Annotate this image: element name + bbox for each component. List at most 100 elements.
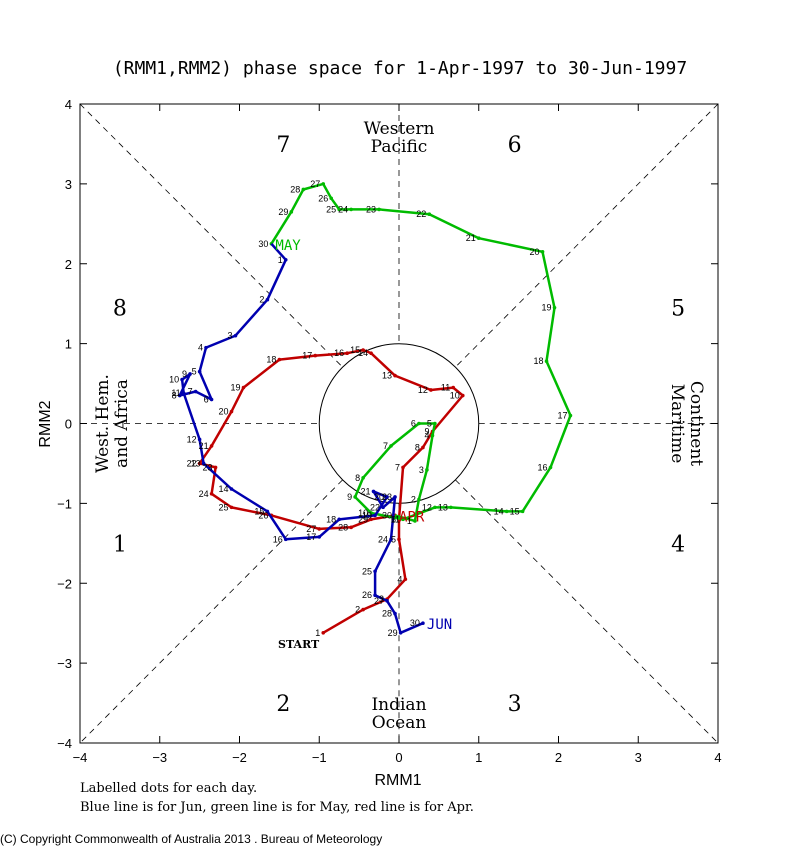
divider-line [455,103,719,368]
day-label: 10 [358,508,368,518]
day-dot [197,437,202,442]
day-label: 19 [541,303,551,313]
day-label: 26 [318,193,328,203]
day-dot [209,444,214,448]
day-dot [568,413,573,418]
day-label: 30 [382,510,392,520]
day-dot [425,468,429,472]
day-dot [451,385,456,390]
y-axis-label: RMM2 [37,400,54,447]
day-label: 23 [382,492,392,502]
day-label: 25 [362,566,372,576]
day-label: 15 [350,345,360,355]
day-label: 6 [204,395,209,405]
day-label: 13 [191,458,201,468]
day-label: 14 [358,348,368,358]
day-dot [393,495,397,499]
day-dot [393,611,397,616]
day-dot [313,353,318,358]
day-label: 3 [379,594,384,604]
day-label: 6 [411,419,416,429]
day-dot [398,630,403,635]
day-dot [413,519,417,523]
x-tick-label: −2 [232,750,247,765]
day-label: 5 [192,367,197,377]
y-tick-label: −2 [57,576,72,591]
day-dot [283,537,288,542]
day-dot [540,249,545,254]
day-dot [353,495,357,499]
day-label: 15 [254,506,264,516]
day-label: 18 [266,355,276,365]
day-dot [433,505,437,510]
day-label: 12 [422,502,432,512]
day-label: 7 [383,441,388,451]
day-dot [277,357,282,362]
day-dot [544,359,549,363]
day-label: 5 [391,534,396,544]
divider-line [79,103,343,368]
day-dot [361,607,365,612]
day-label: 17 [306,532,316,542]
day-label: 10 [169,375,179,385]
day-label: 20 [219,407,229,417]
day-label: 24 [338,204,348,214]
region-label-maritime-continent: Continent [686,381,706,466]
y-tick-label: −3 [57,656,72,671]
day-label: 16 [334,348,344,358]
day-dot [369,511,373,515]
day-label: 1 [278,255,283,265]
day-label: 21 [199,441,209,451]
day-dot [181,391,186,395]
day-label: 16 [538,462,548,472]
x-tick-label: 0 [395,750,402,765]
day-dot [193,389,198,394]
phase-divider-lines [79,103,719,744]
phase-label: 1 [113,532,127,557]
day-dot [371,489,376,494]
day-label: 19 [362,510,372,520]
day-label: 21 [466,233,476,243]
day-dot [345,351,349,356]
day-dot [369,351,373,356]
day-label: 1 [407,516,412,526]
day-dot [209,491,214,496]
day-dot [381,505,385,510]
day-label: 13 [382,371,392,381]
day-dot [229,409,234,414]
x-tick-label: 3 [635,750,642,765]
day-label: 14 [494,506,504,516]
day-label: 14 [219,484,229,494]
day-label: 29 [278,207,288,217]
y-tick-label: −1 [57,496,72,511]
day-label: 7 [188,387,193,397]
day-label: 29 [358,514,368,524]
day-label: 27 [374,596,384,606]
y-tick-label: 3 [65,177,72,192]
series-end-label-jun: JUN [427,617,452,633]
region-label-western-pacific: Western [364,119,435,139]
day-dot [476,236,481,240]
day-dot [401,465,405,470]
phase-label: 2 [276,692,290,717]
y-tick-label: 4 [65,97,72,112]
region-label-maritime-continent: Maritime [667,384,687,464]
region-label-west-hem-africa: West. Hem. [93,374,113,473]
series-end-label-apr: APR [399,509,425,525]
day-label: 28 [338,522,348,532]
day-label: 21 [360,486,370,496]
y-tick-label: −4 [57,736,72,751]
day-dot [349,207,353,212]
day-label: 11 [391,514,400,524]
phase-label: 3 [508,692,522,717]
phase-label: 7 [276,133,290,158]
copyright-notice: (C) Copyright Commonwealth of Australia … [0,832,383,846]
day-dot [361,348,365,352]
day-dot [417,421,421,426]
series-lines [177,182,573,635]
x-axis-label: RMM1 [374,772,421,789]
day-dot [321,630,326,635]
day-label: 1 [315,628,320,638]
